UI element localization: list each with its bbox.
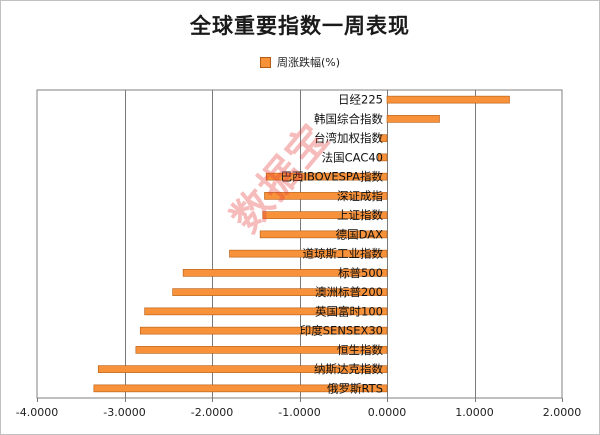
x-tick-label: 0.0000: [368, 406, 407, 419]
category-label: 日经225: [338, 93, 383, 107]
bar: [97, 365, 388, 373]
bar: [135, 346, 388, 354]
plot-area: [36, 89, 563, 399]
category-label: 澳洲标普200: [315, 285, 383, 299]
bar: [259, 230, 388, 239]
bar: [93, 384, 388, 393]
category-label: 英国富时100: [315, 304, 383, 318]
category-label: 韩国综合指数: [314, 112, 383, 126]
bar: [386, 95, 510, 104]
legend: 周涨跌幅(%): [260, 54, 340, 70]
bar: [139, 326, 388, 335]
x-tick-label: 2.0000: [543, 406, 582, 419]
bar: [379, 134, 388, 142]
x-tick-label: -2.0000: [191, 406, 233, 419]
legend-swatch: [260, 56, 271, 68]
x-tick-label: -3.0000: [103, 406, 145, 419]
legend-label: 周涨跌幅(%): [277, 56, 341, 69]
category-label: 德国DAX: [336, 227, 384, 241]
category-label: 印度SENSEX30: [300, 324, 383, 338]
category-label: 标普500: [338, 266, 383, 280]
category-label: 深证成指: [337, 189, 383, 203]
x-tick-label: -1.0000: [278, 406, 320, 419]
bar: [262, 211, 388, 219]
x-tick-label: 1.0000: [455, 406, 494, 419]
bar: [377, 153, 388, 162]
category-label: 道琼斯工业指数: [303, 247, 384, 261]
category-label: 法国CAC40: [322, 150, 383, 164]
bar: [264, 192, 388, 200]
bar: [386, 115, 440, 123]
bar: [265, 172, 388, 181]
category-label: 巴西IBOVESPA指数: [281, 170, 384, 184]
bar: [172, 288, 388, 296]
chart-title: 全球重要指数一周表现: [190, 14, 410, 38]
category-label: 上证指数: [337, 208, 383, 222]
bar: [182, 269, 388, 277]
x-tick-label: -4.0000: [16, 406, 58, 419]
category-label: 俄罗斯RTS: [327, 381, 383, 395]
bar: [229, 249, 388, 258]
category-label: 台湾加权指数: [314, 131, 383, 145]
category-label: 恒生指数: [337, 343, 383, 357]
category-label: 纳斯达克指数: [314, 362, 383, 376]
bar: [144, 307, 388, 316]
